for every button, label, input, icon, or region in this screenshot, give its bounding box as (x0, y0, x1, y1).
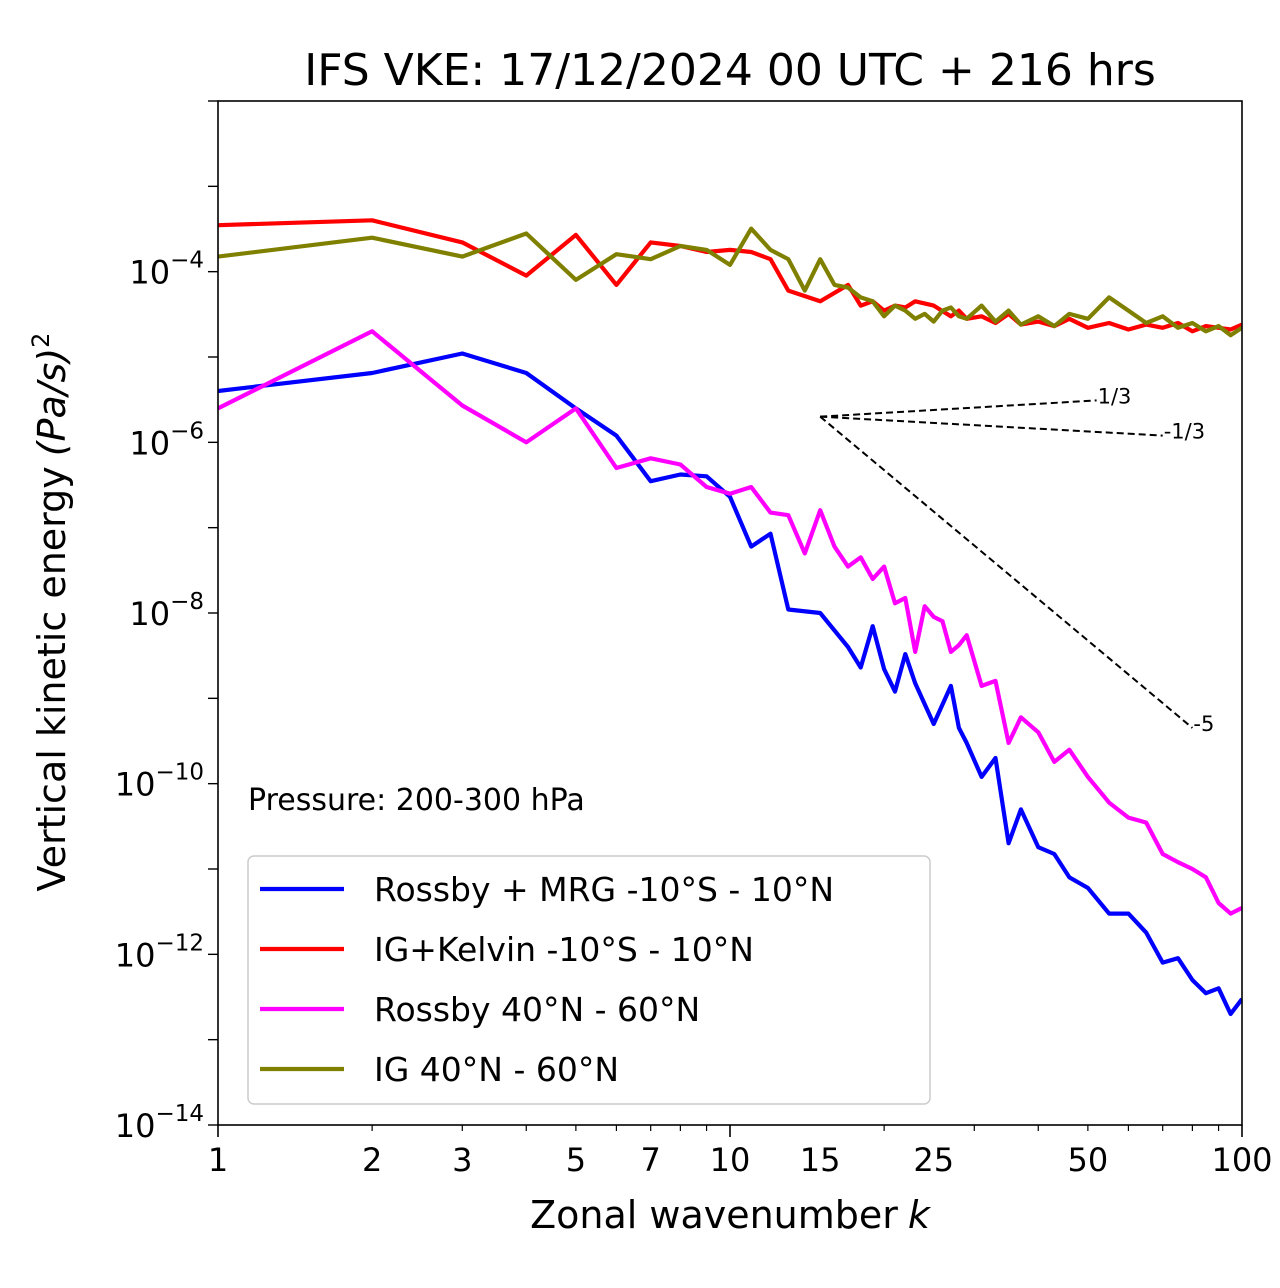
y-tick-label: 10−14 (115, 1101, 204, 1145)
chart-title: IFS VKE: 17/12/2024 00 UTC + 216 hrs (304, 45, 1156, 96)
y-tick-label: 10−4 (129, 248, 204, 292)
slope-line-2 (820, 415, 1163, 437)
x-axis-title-variable: k (908, 1193, 932, 1237)
slope-label-1: 1/3 (1098, 384, 1132, 408)
legend-label-3: Rossby 40°N - 60°N (374, 990, 700, 1029)
x-tick-label: 100 (1211, 1141, 1272, 1179)
slope-lines: 1/3 -1/3 -5 (819, 384, 1214, 736)
series-line-1 (218, 351, 1242, 1017)
x-tick-label: 25 (913, 1141, 954, 1179)
y-axis-title-text: Vertical kinetic energy (30, 466, 74, 891)
y-axis-title-power: 2 (27, 333, 55, 348)
x-tick-label: 10 (710, 1141, 751, 1179)
x-tick-label: 1 (208, 1141, 228, 1179)
pressure-annotation: Pressure: 200-300 hPa (248, 783, 585, 818)
x-tick-label: 2 (362, 1141, 382, 1179)
legend-label-1: Rossby + MRG -10°S - 10°N (374, 870, 834, 909)
series-line-3 (218, 329, 1242, 916)
x-tick-label: 7 (641, 1141, 661, 1179)
x-tick-label: 3 (452, 1141, 472, 1179)
x-tick-label: 5 (566, 1141, 586, 1179)
x-tick-label: 50 (1068, 1141, 1109, 1179)
slope-label-3: -5 (1193, 712, 1214, 736)
legend-box (247, 855, 931, 1105)
legend: Rossby + MRG -10°S - 10°N IG+Kelvin -10°S… (247, 855, 931, 1105)
legend-label-4: IG 40°N - 60°N (374, 1050, 619, 1089)
series-layer (218, 218, 1242, 1017)
series-line-4 (218, 226, 1242, 338)
y-axis-title: Vertical kinetic energy (Pa/s)2 (27, 333, 74, 892)
y-tick-label: 10−8 (129, 589, 204, 633)
y-tick-label: 10−12 (115, 930, 204, 974)
y-axis: 10−4 10−6 10−8 10−10 10−12 10−14 (115, 100, 218, 1145)
legend-label-2: IG+Kelvin -10°S - 10°N (374, 930, 754, 969)
x-axis-title-text: Zonal wavenumber (530, 1193, 898, 1237)
slope-label-2: -1/3 (1164, 420, 1205, 444)
y-axis-title-units: (Pa/s) (30, 348, 74, 456)
slope-line-3 (819, 415, 1194, 729)
y-tick-label: 10−6 (129, 418, 204, 462)
y-tick-label: 10−10 (115, 760, 204, 804)
slope-line-1 (820, 399, 1097, 418)
x-tick-label: 15 (800, 1141, 841, 1179)
x-axis-title: Zonal wavenumber k (530, 1193, 932, 1237)
x-axis: 1 2 3 5 7 10 15 25 50 100 (208, 1125, 1273, 1179)
